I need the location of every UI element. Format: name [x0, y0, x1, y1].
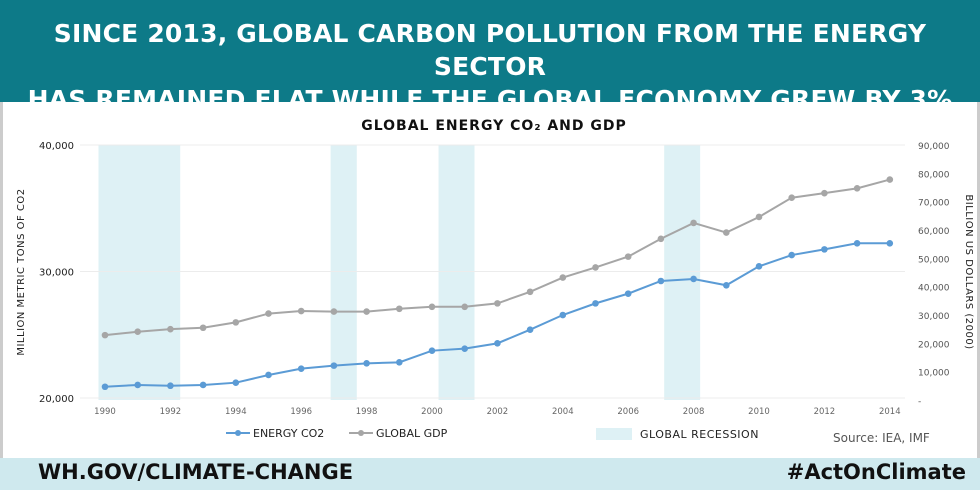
global-gdp-point [396, 305, 403, 313]
energy-co2-point [624, 290, 632, 297]
energy-co2-point [297, 365, 305, 372]
energy-co2-point [167, 382, 174, 390]
global-gdp-point [232, 319, 240, 326]
y-tick-label: 40,000 [39, 141, 74, 152]
x-tick-label: 1998 [356, 407, 378, 417]
energy-co2-point [526, 326, 534, 333]
global-gdp-point [428, 303, 436, 311]
headline-line-1: SINCE 2013, GLOBAL CARBON POLLUTION FROM… [53, 19, 927, 81]
global-gdp-point [199, 324, 207, 332]
energy-co2-point [788, 251, 795, 259]
x-tick-label: 2012 [814, 407, 836, 417]
footer-hashtag: #ActOnClimate [786, 460, 966, 484]
energy-co2-point [821, 246, 828, 253]
global-gdp-point [526, 288, 534, 296]
global-gdp-point [134, 328, 141, 336]
energy-co2-line [104, 242, 890, 388]
energy-co2-point [690, 275, 697, 283]
energy-co2-point [559, 311, 567, 319]
global-gdp-point [821, 189, 828, 197]
chart-title: GLOBAL ENERGY CO₂ AND GDP [361, 118, 627, 134]
energy-co2-point [755, 263, 763, 270]
energy-co2-point [101, 383, 109, 391]
y2-tick-label: 50,000 [918, 255, 950, 265]
recession-band-0 [98, 145, 181, 400]
x-tick-label: 2000 [421, 407, 443, 417]
recession-band-2 [438, 145, 475, 400]
global-gdp-point [330, 308, 338, 315]
global-gdp-point [101, 331, 109, 339]
energy-co2-point [232, 379, 240, 386]
global-gdp-point [461, 303, 469, 311]
headline-banner: SINCE 2013, GLOBAL CARBON POLLUTION FROM… [0, 0, 980, 114]
energy-co2-point [592, 300, 599, 307]
global-gdp-point [167, 325, 174, 333]
legend-recession-label: GLOBAL RECESSION [640, 428, 759, 441]
y2-tick-label: 20,000 [918, 340, 950, 350]
y2-tick-label: 10,000 [918, 369, 950, 379]
y2-tick-label: 90,000 [918, 142, 950, 152]
y-axis-label: MILLION METRIC TONS OF CO2 [16, 188, 27, 355]
energy-co2-point [265, 371, 272, 379]
legend-co2-label: ENERGY CO2 [253, 427, 324, 440]
legend-gdp-marker [358, 430, 364, 436]
y-tick-label: 20,000 [39, 394, 74, 405]
legend-co2-marker [235, 430, 241, 436]
global-gdp-point [624, 253, 632, 260]
footer-bar: WH.GOV/CLIMATE-CHANGE #ActOnClimate [0, 458, 980, 490]
energy-co2-point [853, 239, 861, 247]
x-tick-label: 2004 [552, 407, 574, 417]
energy-co2-point [461, 345, 469, 352]
energy-co2-point [363, 360, 370, 367]
global-gdp-point [690, 219, 697, 227]
energy-co2-point [723, 281, 730, 289]
x-tick-label: 2002 [487, 407, 509, 417]
global-gdp-point [297, 307, 305, 315]
y2-tick-label: 60,000 [918, 227, 950, 237]
y2-tick-label: 40,000 [918, 284, 950, 294]
global-gdp-point [657, 235, 665, 243]
global-gdp-point [592, 264, 599, 271]
y2-tick-label: - [918, 397, 921, 407]
global-gdp-point [853, 185, 861, 192]
global-gdp-point [494, 300, 501, 307]
source-note: Source: IEA, IMF [833, 431, 930, 445]
energy-co2-point [886, 239, 894, 247]
x-tick-label: 2008 [683, 407, 705, 417]
x-tick-label: 1990 [94, 407, 116, 417]
y2-tick-label: 80,000 [918, 170, 950, 180]
recession-band-1 [330, 145, 357, 400]
x-tick-label: 1994 [225, 407, 247, 417]
y2-tick-label: 70,000 [918, 199, 950, 209]
footer-url-link[interactable]: WH.GOV/CLIMATE-CHANGE [38, 460, 354, 484]
legend-gdp-label: GLOBAL GDP [376, 427, 448, 440]
y2-axis-label: BILLION US DOLLARS (2000) [963, 194, 974, 349]
energy-co2-point [330, 362, 338, 369]
energy-co2-point [199, 381, 207, 389]
energy-co2-point [657, 277, 665, 285]
x-tick-label: 2010 [748, 407, 770, 417]
global-gdp-point [559, 274, 567, 281]
x-tick-label: 2014 [879, 407, 901, 417]
energy-co2-point [134, 381, 141, 389]
energy-co2-point [396, 359, 403, 366]
legend-recession-swatch [596, 428, 632, 440]
global-gdp-point [886, 176, 894, 183]
global-gdp-point [788, 194, 795, 201]
y2-tick-label: 30,000 [918, 312, 950, 322]
global-gdp-point [723, 229, 730, 236]
y-tick-label: 30,000 [39, 268, 74, 279]
global-gdp-point [755, 213, 763, 221]
x-tick-label: 1992 [160, 407, 182, 417]
x-tick-label: 1996 [290, 407, 312, 417]
energy-co2-point [494, 340, 501, 347]
energy-co2-point [428, 347, 436, 354]
global-gdp-line [104, 178, 891, 337]
global-gdp-point [363, 308, 370, 315]
global-gdp-point [265, 310, 272, 317]
x-tick-label: 2006 [617, 407, 639, 417]
recession-band-3 [664, 145, 701, 400]
